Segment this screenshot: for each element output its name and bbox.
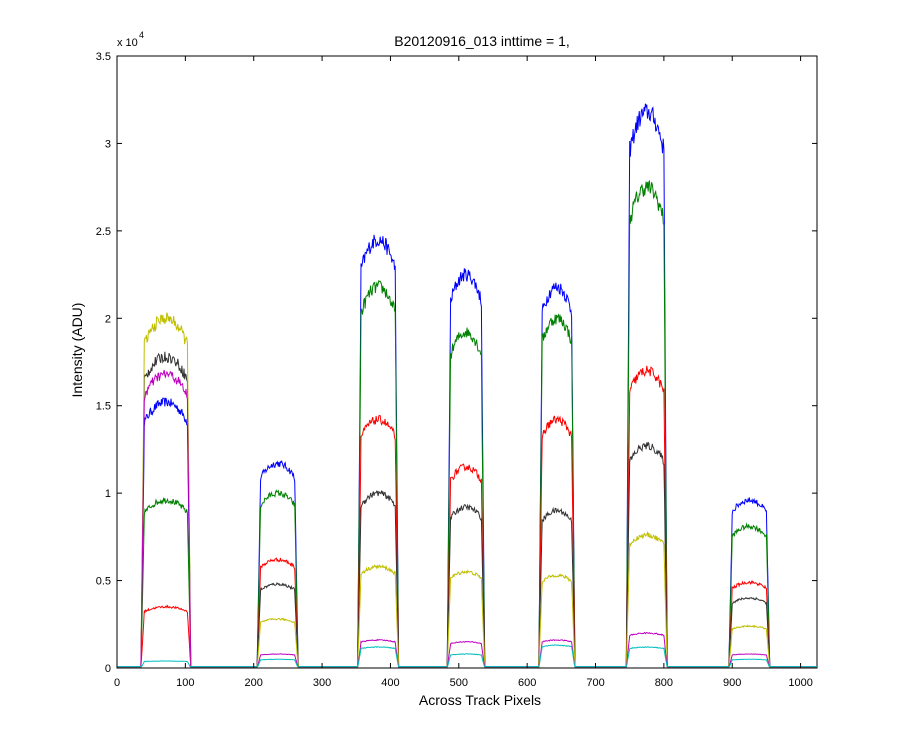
- y-tick-label: 3: [105, 138, 111, 150]
- y-tick-label: 3.5: [96, 51, 111, 63]
- x-tick-label: 700: [586, 677, 604, 689]
- series-line-3: [117, 365, 817, 668]
- y-tick-label: 0.5: [96, 576, 111, 588]
- chart-title: B20120916_013 inttime = 1,: [394, 33, 570, 49]
- y-tick-label: 2: [105, 313, 111, 325]
- y-tick-label: 1: [105, 488, 111, 500]
- x-tick-label: 600: [518, 677, 536, 689]
- x-tick-label: 500: [450, 677, 468, 689]
- y-exponent-power: 4: [139, 30, 144, 40]
- x-tick-label: 300: [313, 677, 331, 689]
- x-tick-label: 0: [114, 677, 120, 689]
- x-tick-label: 800: [655, 677, 673, 689]
- x-tick-label: 400: [381, 677, 399, 689]
- y-axis-label: Intensity (ADU): [69, 303, 85, 398]
- series-line-7: [117, 644, 817, 668]
- x-tick-label: 900: [723, 677, 741, 689]
- y-tick-label: 0: [105, 663, 111, 675]
- y-exponent-label: x 10: [117, 37, 138, 49]
- series-layer: [117, 103, 817, 668]
- x-tick-label: 100: [176, 677, 194, 689]
- y-tick-label: 1.5: [96, 401, 111, 413]
- y-tick-label: 2.5: [96, 226, 111, 238]
- x-tick-label: 200: [245, 677, 263, 689]
- x-axis-label: Across Track Pixels: [419, 692, 541, 708]
- tick-layer: 0 100 200 300 400 500 600 700 800 900 1000 0 0.5 1 1.5…: [96, 51, 817, 689]
- axes-box: [116, 55, 818, 669]
- series-line-6: [117, 369, 817, 668]
- x-tick-label: 1000: [788, 677, 812, 689]
